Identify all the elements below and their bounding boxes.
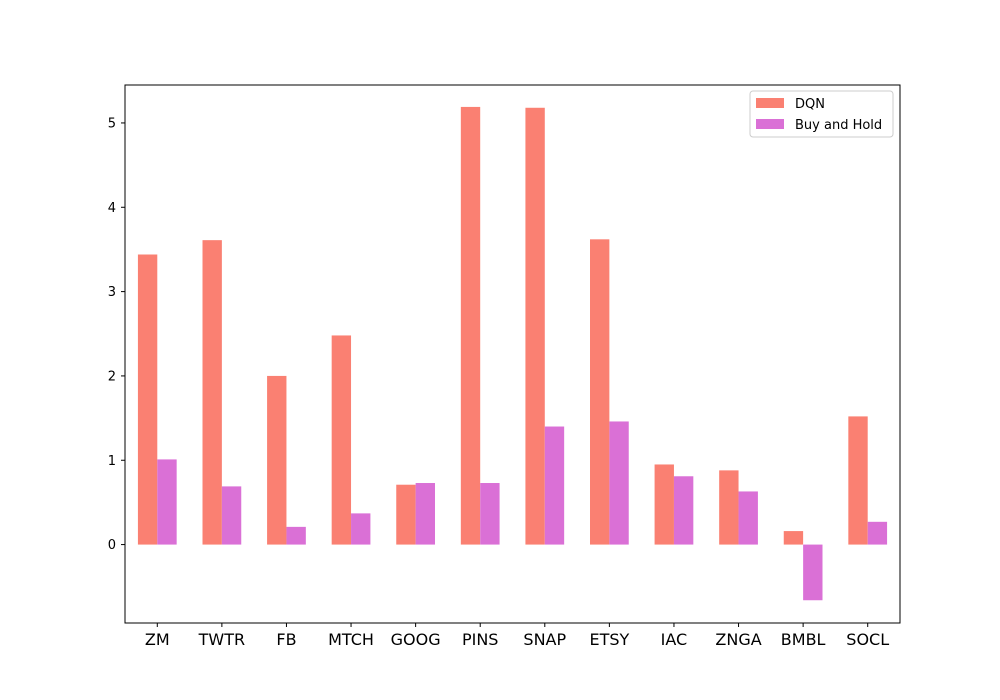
bar-dqn-twtr [202, 240, 222, 545]
bar-buy-and-hold-mtch [351, 513, 371, 545]
bar-buy-and-hold-zm [157, 459, 177, 545]
y-tick-label: 1 [108, 454, 116, 469]
legend-label-buy-and-hold: Buy and Hold [795, 118, 882, 133]
bar-buy-and-hold-goog [415, 483, 435, 545]
y-tick-label: 2 [108, 369, 116, 384]
bar-buy-and-hold-pins [480, 483, 500, 545]
x-tick-label: IAC [661, 630, 688, 649]
x-tick-label: MTCH [328, 630, 374, 649]
bar-dqn-socl [848, 416, 868, 545]
x-tick-label: ZNGA [715, 630, 761, 649]
legend-swatch-buy-and-hold [756, 119, 784, 129]
bars-group [137, 106, 888, 601]
x-tick-label: TWTR [198, 630, 245, 649]
bar-dqn-etsy [590, 239, 610, 545]
bar-dqn-fb [267, 375, 287, 545]
x-tick-label: SOCL [846, 630, 889, 649]
bar-buy-and-hold-socl [867, 521, 888, 545]
bar-dqn-snap [525, 107, 545, 545]
bar-dqn-bmbl [783, 531, 804, 545]
legend-box [749, 90, 894, 138]
bar-buy-and-hold-znga [738, 491, 758, 545]
legend-swatch-dqn [756, 98, 784, 108]
x-tick-label: GOOG [391, 630, 441, 649]
x-tick-label: FB [276, 630, 296, 649]
legend-label-dqn: DQN [795, 97, 825, 112]
legend: DQN Buy and Hold [749, 90, 894, 138]
bar-buy-and-hold-bmbl [803, 544, 823, 601]
plot-frame [124, 84, 901, 624]
bar-dqn-mtch [331, 335, 352, 545]
bar-buy-and-hold-iac [673, 476, 694, 545]
bar-buy-and-hold-etsy [609, 421, 629, 545]
bar-dqn-pins [460, 106, 481, 545]
y-tick-label: 5 [108, 116, 116, 131]
bar-dqn-iac [654, 464, 674, 545]
bar-dqn-znga [719, 470, 739, 545]
x-tick-label: SNAP [523, 630, 566, 649]
y-tick-label: 0 [108, 538, 116, 553]
x-tick-label: ETSY [589, 630, 629, 649]
y-tick-label: 3 [108, 285, 116, 300]
bar-dqn-zm [137, 254, 158, 545]
x-tick-label: PINS [462, 630, 499, 649]
x-tick-label: BMBL [781, 630, 826, 649]
x-axis: ZM TWTR FB MTCH GOOG PINS SNAP ETSY IAC ZNGA BMBL S… [145, 623, 889, 649]
x-tick-label: ZM [145, 630, 170, 649]
bar-buy-and-hold-twtr [221, 486, 242, 545]
y-tick-label: 4 [108, 201, 116, 216]
y-axis: 0 1 2 3 4 5 [108, 116, 125, 553]
bar-buy-and-hold-fb [286, 526, 306, 545]
bar-dqn-goog [396, 484, 416, 545]
bar-buy-and-hold-snap [544, 426, 565, 545]
